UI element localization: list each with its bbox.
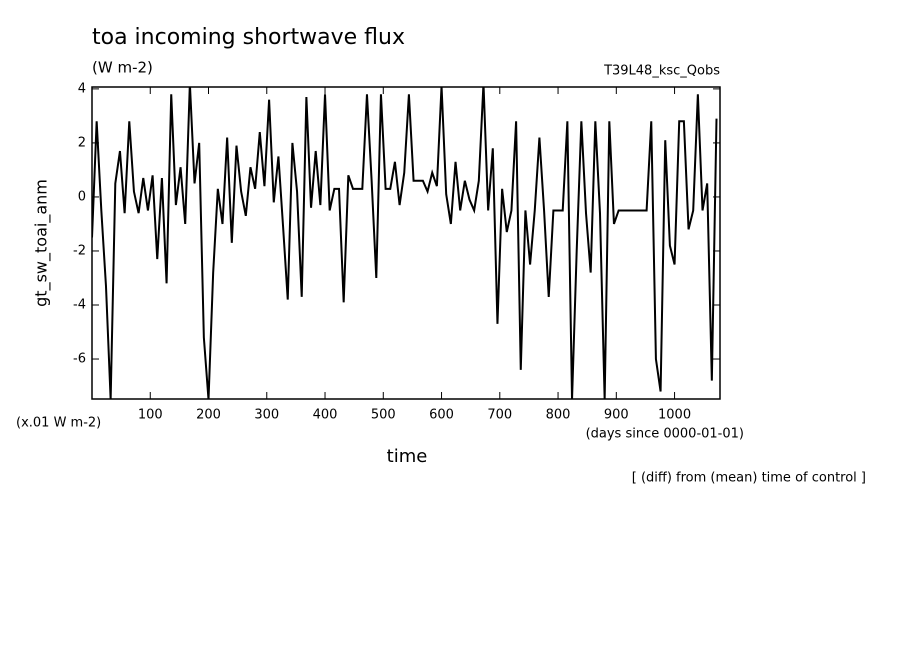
y-unit-note: (x.01 W m-2) <box>16 416 101 431</box>
run-label: T39L48_ksc_Qobs <box>603 64 720 79</box>
x-tick-label: 300 <box>254 408 279 423</box>
y-tick-label: 2 <box>78 135 86 150</box>
x-unit-note: (days since 0000-01-01) <box>586 427 744 442</box>
x-tick-label: 100 <box>138 408 163 423</box>
x-tick-label: 200 <box>196 408 221 423</box>
y-tick-label: -6 <box>73 352 86 367</box>
y-tick-label: -4 <box>73 297 86 312</box>
x-tick-label: 900 <box>604 408 629 423</box>
x-tick-label: 500 <box>371 408 396 423</box>
subtitle: (W m-2) <box>92 59 153 77</box>
x-axis-label: time <box>387 446 428 467</box>
y-tick-label: -2 <box>73 243 86 258</box>
y-tick-label: 0 <box>78 189 86 204</box>
chart-title: toa incoming shortwave flux <box>92 25 405 50</box>
x-tick-label: 700 <box>487 408 512 423</box>
y-axis-label: gt_sw_toai_anm <box>32 179 52 307</box>
footnote: [ (diff) from (mean) time of control ] <box>632 471 866 486</box>
x-tick-label: 800 <box>546 408 571 423</box>
data-line <box>92 87 718 399</box>
x-tick-label: 400 <box>313 408 338 423</box>
x-tick-label: 600 <box>429 408 454 423</box>
x-tick-label: 1000 <box>658 408 691 423</box>
y-tick-label: 4 <box>78 81 86 96</box>
plot-frame <box>91 86 721 400</box>
